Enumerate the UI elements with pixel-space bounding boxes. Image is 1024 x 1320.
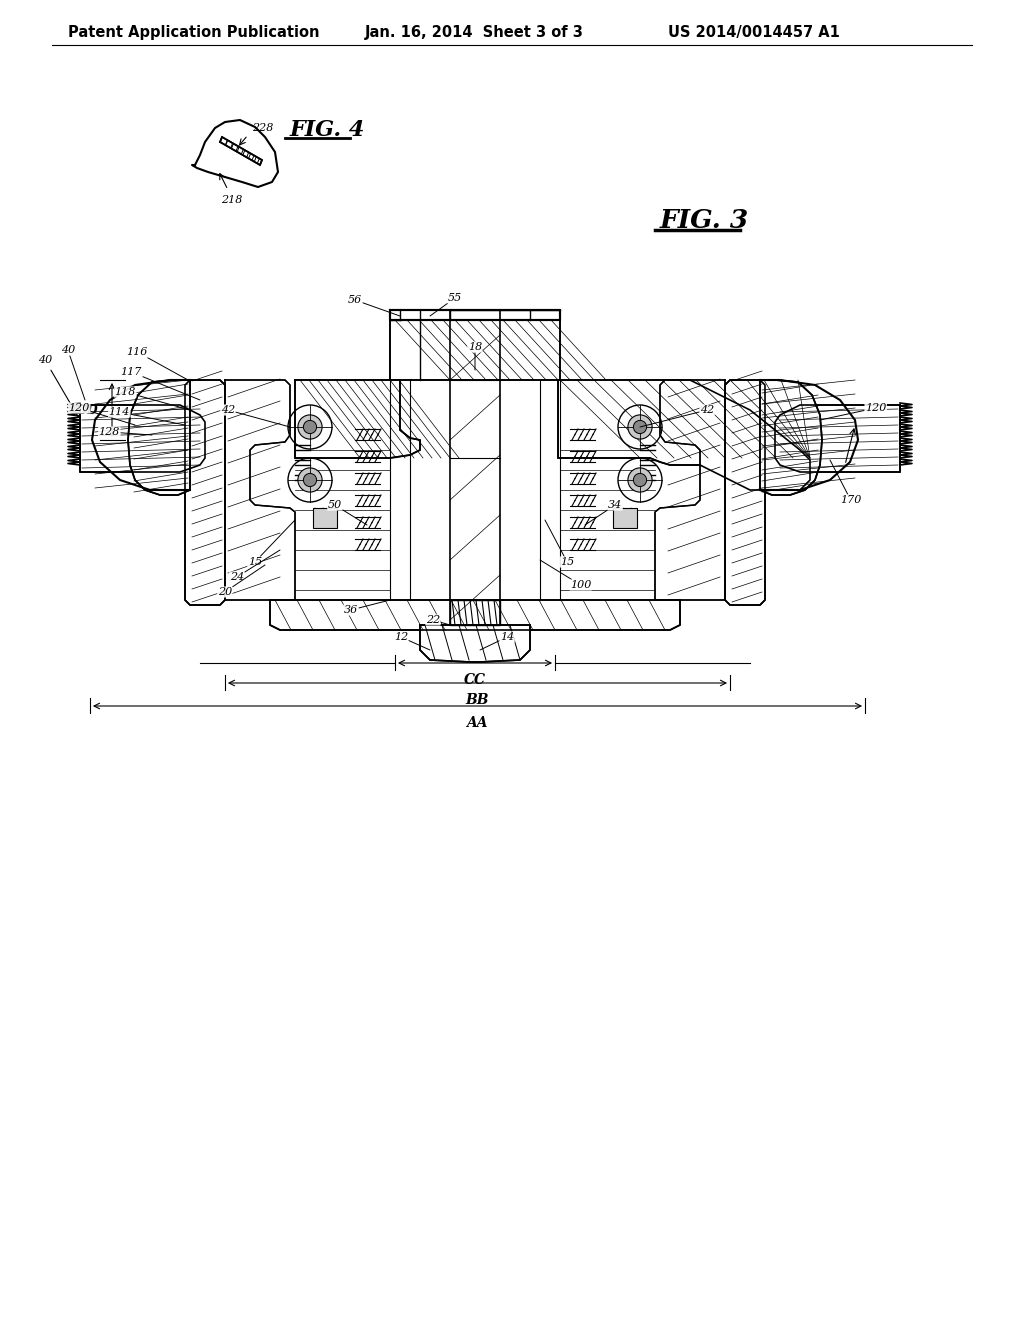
Text: 50: 50: [328, 500, 367, 525]
Text: Jan. 16, 2014  Sheet 3 of 3: Jan. 16, 2014 Sheet 3 of 3: [365, 25, 584, 40]
Text: AA: AA: [466, 715, 487, 730]
Text: 15: 15: [545, 520, 574, 568]
Text: 42: 42: [221, 405, 290, 426]
Polygon shape: [775, 405, 900, 473]
Text: 40: 40: [38, 355, 79, 417]
Text: 22: 22: [426, 615, 450, 624]
Circle shape: [298, 467, 323, 492]
Text: 116: 116: [127, 347, 188, 380]
Text: US 2014/0014457 A1: US 2014/0014457 A1: [668, 25, 840, 40]
Polygon shape: [128, 380, 190, 495]
Text: 20: 20: [218, 565, 265, 597]
Polygon shape: [558, 380, 810, 490]
Text: DD: DD: [76, 404, 98, 417]
Circle shape: [298, 414, 323, 440]
Text: BB: BB: [465, 693, 488, 708]
Circle shape: [303, 420, 316, 433]
Text: 14: 14: [480, 632, 514, 649]
Text: FIG. 3: FIG. 3: [660, 207, 750, 232]
Polygon shape: [390, 319, 560, 380]
Circle shape: [634, 420, 646, 433]
Text: 15: 15: [248, 520, 295, 568]
Bar: [613, 508, 637, 528]
Text: 42: 42: [640, 405, 715, 426]
Text: 55: 55: [430, 293, 462, 315]
Text: Patent Application Publication: Patent Application Publication: [68, 25, 319, 40]
Text: FIG. 4: FIG. 4: [290, 119, 366, 141]
Text: CC: CC: [464, 673, 486, 686]
Polygon shape: [295, 380, 420, 458]
Text: 24: 24: [229, 550, 280, 582]
Circle shape: [628, 467, 652, 492]
Polygon shape: [270, 601, 680, 630]
Polygon shape: [450, 601, 500, 624]
Text: 117: 117: [121, 367, 200, 400]
Text: 34: 34: [585, 500, 623, 525]
Text: 18: 18: [468, 342, 482, 370]
Text: 56: 56: [348, 294, 400, 315]
Polygon shape: [760, 380, 822, 495]
Text: 100: 100: [540, 560, 592, 590]
Text: 120: 120: [820, 403, 887, 420]
Polygon shape: [390, 310, 560, 319]
Text: 36: 36: [344, 601, 390, 615]
Text: 120: 120: [69, 403, 135, 425]
Polygon shape: [80, 405, 205, 473]
Polygon shape: [725, 380, 765, 605]
Text: 114: 114: [109, 407, 185, 425]
Circle shape: [634, 474, 646, 487]
Text: 218: 218: [221, 195, 243, 205]
Text: 12: 12: [394, 632, 430, 649]
Polygon shape: [225, 380, 295, 601]
Text: 170: 170: [830, 459, 861, 506]
Circle shape: [628, 414, 652, 440]
Circle shape: [303, 474, 316, 487]
Text: 40: 40: [60, 345, 85, 400]
Bar: [313, 508, 337, 528]
Polygon shape: [220, 137, 262, 165]
Text: 128: 128: [98, 426, 152, 437]
Polygon shape: [420, 624, 530, 663]
Text: 228: 228: [252, 123, 273, 133]
Polygon shape: [655, 380, 725, 601]
Text: 118: 118: [115, 387, 190, 411]
Polygon shape: [185, 380, 225, 605]
